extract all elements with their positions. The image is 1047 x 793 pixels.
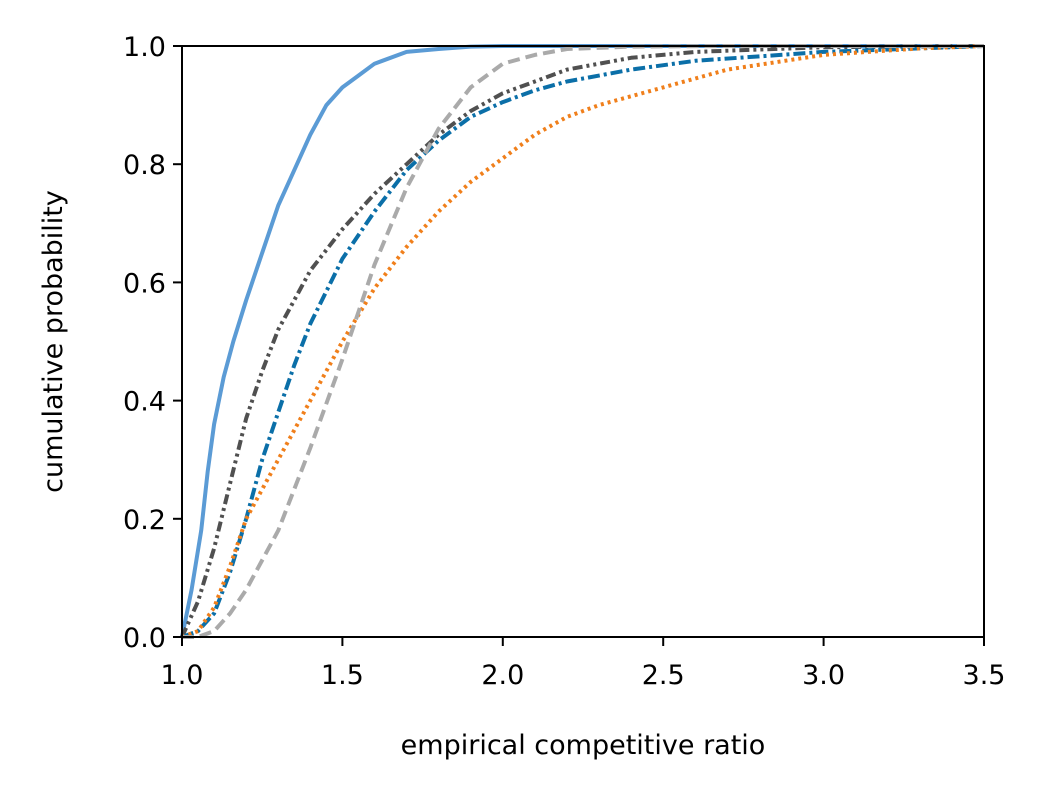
y-axis: 0.0 0.2 0.4 0.6 0.8 1.0 [123,32,182,654]
x-tick-label: 1.5 [321,660,364,691]
x-tick-label: 1.0 [161,660,204,691]
y-tick-label: 0.2 [123,505,166,536]
y-tick-label: 0.0 [123,623,166,654]
y-tick-label: 0.8 [123,150,166,181]
cdf-series-line-4 [181,44,985,639]
cdf-series-line-3 [181,44,985,639]
x-tick-label: 3.0 [802,660,845,691]
x-tick-label: 2.5 [642,660,685,691]
cdf-series-line-2 [180,44,985,638]
y-tick-label: 1.0 [123,32,166,63]
y-axis-title: cumulative probability [38,190,69,493]
x-axis-title: empirical competitive ratio [401,730,766,761]
plot-frame [181,45,985,638]
x-tick-label: 2.0 [481,660,524,691]
x-axis: 1.0 1.5 2.0 2.5 3.0 3.5 [161,637,1006,691]
cdf-series-line-5 [182,44,984,639]
y-tick-label: 0.4 [123,387,166,418]
x-tick-label: 3.5 [963,660,1006,691]
y-tick-label: 0.6 [123,268,166,299]
